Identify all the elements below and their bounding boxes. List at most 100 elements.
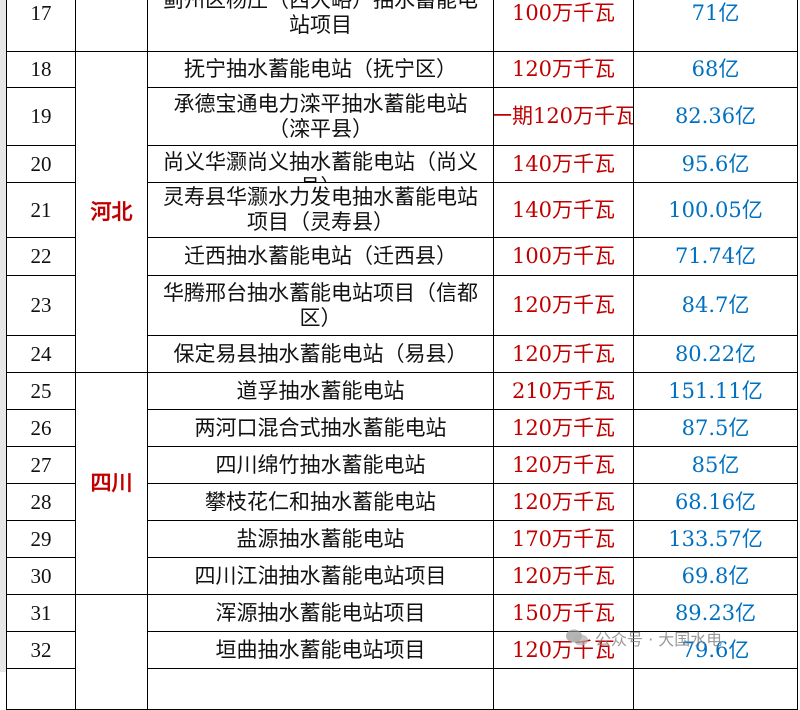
row-number-text: 31 [30, 600, 52, 625]
project-name-text: 浑源抽水蓄能电站项目 [215, 600, 426, 625]
watermark: 公众号 · 大国水电 [565, 626, 722, 650]
investment-text: 100.05亿 [668, 197, 763, 222]
project-name: 垣曲抽水蓄能电站项目 [147, 631, 494, 669]
project-name: 蓟州区杨庄（西大峪）抽水蓄能电站项目 [147, 0, 494, 52]
capacity-text: 一期120万千瓦 [493, 104, 634, 128]
project-name: 浑源抽水蓄能电站项目 [147, 594, 494, 632]
project-name: 保定易县抽水蓄能电站（易县） [147, 335, 494, 373]
investment: 151.11亿 [633, 372, 798, 410]
capacity: 120万千瓦 [493, 275, 634, 336]
project-name-text: 承德宝通电力滦平抽水蓄能电站（滦平县） [173, 91, 468, 141]
province-1: 天津 [75, 0, 148, 52]
capacity-text: 100万千瓦 [511, 0, 616, 25]
row-number-text: 25 [30, 378, 52, 403]
capacity-text: 120万千瓦 [511, 563, 616, 588]
project-name: 道孚抽水蓄能电站 [147, 372, 494, 410]
capacity: 120万千瓦 [493, 557, 634, 595]
capacity-text: 140万千瓦 [511, 151, 616, 176]
project-name-text: 尚义华灏尚义抽水蓄能电站（尚义县） [163, 150, 478, 182]
capacity-text: 120万千瓦 [511, 415, 616, 440]
capacity: 120万千瓦 [493, 631, 634, 669]
project-name: 抚宁抽水蓄能电站（抚宁区） [147, 51, 494, 88]
capacity: 210万千瓦 [493, 372, 634, 410]
row-number-text: 22 [30, 244, 52, 268]
capacity: 120万千瓦 [493, 51, 634, 88]
row-number: 19 [6, 87, 76, 146]
capacity-text: 120万千瓦 [511, 452, 616, 477]
row-number-text: 30 [30, 563, 52, 588]
capacity: 170万千瓦 [493, 520, 634, 558]
project-name-text: 四川绵竹抽水蓄能电站 [215, 452, 426, 477]
investment: 87.5亿 [633, 409, 798, 447]
row-number-text: 27 [30, 452, 52, 477]
investment: 71亿 [633, 0, 798, 52]
row-number: 18 [6, 51, 76, 88]
capacity: 一期120万千瓦 [493, 87, 634, 146]
capacity [493, 668, 634, 710]
row-number: 26 [6, 409, 76, 447]
investment-text: 68亿 [691, 57, 740, 81]
capacity-text: 120万千瓦 [511, 293, 616, 317]
investment-text: 84.7亿 [681, 293, 750, 317]
row-number: 28 [6, 483, 76, 521]
row-number-text: 28 [30, 489, 52, 514]
row-number-text: 23 [30, 293, 52, 317]
capacity: 140万千瓦 [493, 182, 634, 238]
investment: 100.05亿 [633, 182, 798, 238]
project-name: 迁西抽水蓄能电站（迁西县） [147, 237, 494, 276]
row-number-text: 29 [30, 526, 52, 551]
investment-text: 69.8亿 [681, 563, 750, 588]
row-number-text: 20 [30, 151, 52, 176]
project-name-text: 抚宁抽水蓄能电站（抚宁区） [184, 57, 457, 81]
investment-text: 87.5亿 [681, 415, 750, 440]
project-name: 承德宝通电力滦平抽水蓄能电站（滦平县） [147, 87, 494, 146]
capacity-text: 120万千瓦 [511, 489, 616, 514]
province-2: 河北 [75, 51, 148, 373]
investment-text: 80.22亿 [674, 341, 757, 366]
project-name-text: 保定易县抽水蓄能电站（易县） [173, 341, 468, 366]
row-number: 30 [6, 557, 76, 595]
row-number: 25 [6, 372, 76, 410]
row-number: 21 [6, 182, 76, 238]
project-name-text: 蓟州区杨庄（西大峪）抽水蓄能电站项目 [163, 0, 478, 37]
row-number-text: 26 [30, 415, 52, 440]
project-name: 尚义华灏尚义抽水蓄能电站（尚义县） [147, 145, 494, 183]
capacity: 120万千瓦 [493, 483, 634, 521]
investment-text: 82.36亿 [674, 104, 757, 128]
investment-text: 79.6亿 [681, 637, 750, 662]
project-name-text: 灵寿县华灏水力发电抽水蓄能电站项目（灵寿县） [163, 185, 478, 234]
capacity-text: 140万千瓦 [511, 197, 616, 222]
project-name-text: 垣曲抽水蓄能电站项目 [215, 637, 426, 662]
investment: 82.36亿 [633, 87, 798, 146]
row-number-text: 24 [30, 341, 52, 366]
project-name: 华腾邢台抽水蓄能电站项目（信都区） [147, 275, 494, 336]
capacity: 140万千瓦 [493, 145, 634, 183]
capacity-text: 120万千瓦 [511, 341, 616, 366]
project-name: 四川绵竹抽水蓄能电站 [147, 446, 494, 484]
investment-text: 95.6亿 [681, 151, 750, 176]
province-3-text: 四川 [90, 471, 133, 495]
project-name: 两河口混合式抽水蓄能电站 [147, 409, 494, 447]
investment: 85亿 [633, 446, 798, 484]
investment-text: 151.11亿 [668, 378, 763, 403]
province-2-text: 河北 [90, 199, 133, 224]
wechat-icon [566, 629, 588, 646]
row-number: 27 [6, 446, 76, 484]
row-number-text: 19 [30, 104, 52, 128]
row-number: 22 [6, 237, 76, 276]
project-name-text: 攀枝花仁和抽水蓄能电站 [205, 489, 436, 514]
investment: 89.23亿 [633, 594, 798, 632]
row-number-text: 21 [30, 197, 52, 222]
project-name: 盐源抽水蓄能电站 [147, 520, 494, 558]
project-name-text: 道孚抽水蓄能电站 [236, 378, 405, 403]
project-name-text: 盐源抽水蓄能电站 [236, 526, 405, 551]
province-3: 四川 [75, 372, 148, 595]
capacity-text: 120万千瓦 [511, 57, 616, 81]
row-number: 29 [6, 520, 76, 558]
project-name-text: 两河口混合式抽水蓄能电站 [194, 415, 447, 440]
row-number: 24 [6, 335, 76, 373]
row-number: 23 [6, 275, 76, 336]
row-number [6, 668, 76, 710]
investment: 68亿 [633, 51, 798, 88]
project-name [147, 668, 494, 710]
